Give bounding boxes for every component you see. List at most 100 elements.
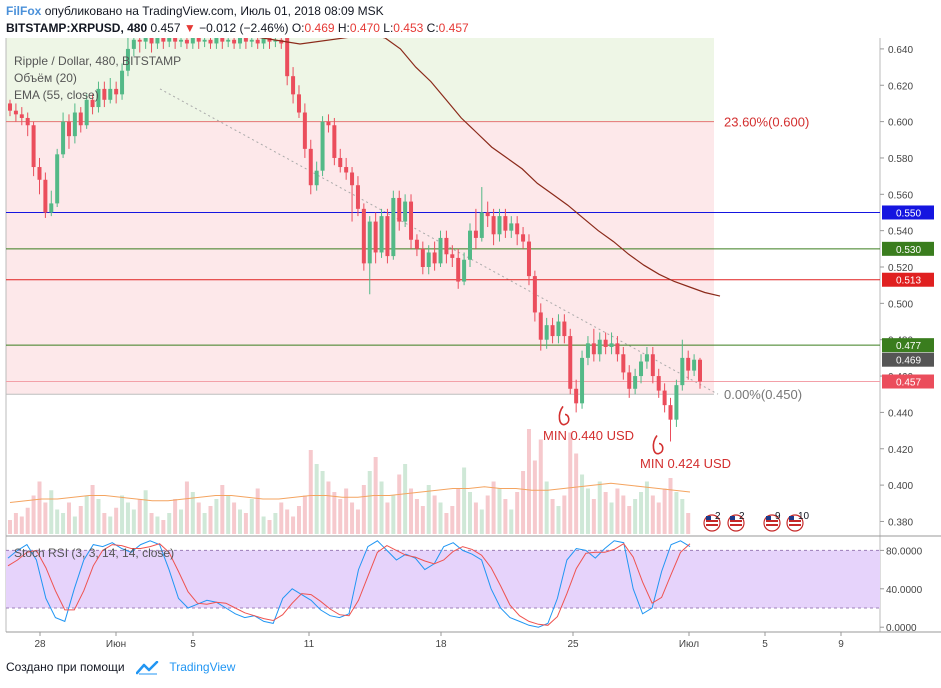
- candle-body: [302, 112, 307, 149]
- candle-body: [379, 216, 384, 253]
- volume-bar: [326, 481, 331, 534]
- volume-bar: [668, 478, 673, 534]
- volume-bar: [114, 507, 119, 534]
- candle-body: [662, 390, 667, 406]
- candle-body: [544, 325, 549, 340]
- candle-body: [220, 38, 225, 42]
- volume-bar: [603, 492, 608, 534]
- candle-body: [367, 221, 372, 264]
- volume-bar: [78, 506, 83, 534]
- volume-bar: [120, 495, 125, 534]
- price-tick-label: 0.380: [888, 517, 913, 528]
- candle-body: [597, 339, 602, 355]
- volume-bar: [350, 502, 355, 534]
- volume-bar: [468, 492, 472, 534]
- flag-stripe: [730, 524, 742, 526]
- low-value: 0.453: [393, 21, 424, 35]
- fib-zone-lower: [6, 121, 714, 395]
- volume-bar: [627, 506, 632, 534]
- series-legend: Ripple / Dollar, 480, BITSTAMP: [14, 54, 182, 68]
- candle-body: [585, 343, 590, 358]
- volume-bar: [285, 509, 290, 534]
- volume-bar: [615, 488, 620, 534]
- candle-body: [296, 94, 301, 113]
- stoch-d-line: [7, 543, 691, 626]
- candle-body: [279, 39, 284, 44]
- candle-body: [8, 103, 12, 111]
- volume-bar: [149, 513, 154, 534]
- candle-body: [361, 208, 366, 264]
- candle-body: [338, 157, 343, 168]
- candle-body: [568, 336, 573, 389]
- volume-bar: [43, 502, 48, 534]
- volume-bar: [261, 516, 266, 534]
- volume-bar: [568, 432, 573, 534]
- candle-body: [692, 359, 697, 371]
- change-arrow-icon: ▼: [183, 21, 196, 35]
- candle-body: [125, 48, 130, 71]
- candle-body: [96, 88, 101, 108]
- volume-bar: [639, 492, 644, 534]
- volume-bar: [538, 439, 543, 534]
- tradingview-link[interactable]: TradingView: [169, 660, 236, 674]
- volume-bar: [279, 502, 284, 534]
- flag-stripe: [706, 520, 718, 522]
- candle-body: [591, 343, 596, 355]
- volume-bar: [167, 513, 172, 534]
- candle-body: [639, 361, 644, 377]
- price-tick-label: 0.440: [888, 408, 913, 419]
- candle-body: [332, 125, 337, 158]
- price-tick-label: 0.580: [888, 154, 913, 165]
- volume-bar: [226, 495, 231, 534]
- symbol-title[interactable]: BITSTAMP:XRPUSD, 480: [6, 21, 148, 35]
- candle-body: [603, 339, 608, 347]
- candle-body: [173, 38, 178, 42]
- price-change: −0.012 (−2.46%): [199, 21, 289, 35]
- candle-body: [656, 376, 661, 391]
- candle-body: [562, 321, 567, 337]
- volume-bar: [179, 509, 184, 534]
- flag-stripe: [789, 524, 801, 526]
- candle-body: [273, 39, 278, 42]
- min-arrow-icon: [652, 435, 664, 455]
- hline-tag: [882, 338, 934, 353]
- candle-body: [37, 167, 42, 180]
- volume-bar: [338, 499, 343, 534]
- candle-body: [161, 38, 166, 42]
- stoch-legend: Stoch RSI (3, 3, 14, 14, close): [14, 546, 175, 560]
- volume-bar: [515, 492, 520, 534]
- candle-body: [208, 39, 213, 44]
- hline-tag-label: 0.477: [896, 341, 921, 352]
- volume-bar: [385, 502, 390, 534]
- volume-bar: [544, 481, 549, 534]
- volume-bar: [125, 502, 130, 534]
- author-link[interactable]: FilFox: [6, 4, 42, 18]
- price-tag-label: 0.457: [896, 378, 921, 389]
- volume-bar: [420, 506, 425, 534]
- price-tick-label: 0.540: [888, 227, 913, 238]
- flag-canton: [730, 516, 735, 520]
- volume-bar: [102, 513, 107, 534]
- price-chart[interactable]: 0.640 0.620 0.600 0.580 0.560 0.540 0.520 0.500…: [0, 38, 941, 653]
- close-value: 0.457: [438, 21, 469, 35]
- volume-bar: [532, 460, 537, 534]
- price-tag: [882, 374, 934, 389]
- candle-body: [550, 325, 555, 337]
- open-label: O:: [291, 21, 305, 35]
- ema-legend: EMA (55, close): [14, 88, 99, 102]
- candle-body: [13, 110, 18, 115]
- volume-bar: [49, 490, 54, 534]
- volume-bar: [220, 485, 225, 534]
- candle-body: [350, 172, 355, 186]
- candle-body: [179, 39, 184, 42]
- price-tick-label: 0.500: [888, 299, 913, 310]
- volume-bar: [585, 488, 590, 534]
- volume-bar: [243, 513, 248, 534]
- low-label: L:: [383, 21, 394, 35]
- candle-body: [574, 388, 579, 404]
- candle-body: [326, 121, 331, 126]
- candle-body: [131, 39, 136, 49]
- volume-bar: [397, 474, 402, 534]
- candle-body: [621, 354, 626, 373]
- symbol-header: BITSTAMP:XRPUSD, 480 0.457 ▼ −0.012 (−2.…: [6, 21, 469, 35]
